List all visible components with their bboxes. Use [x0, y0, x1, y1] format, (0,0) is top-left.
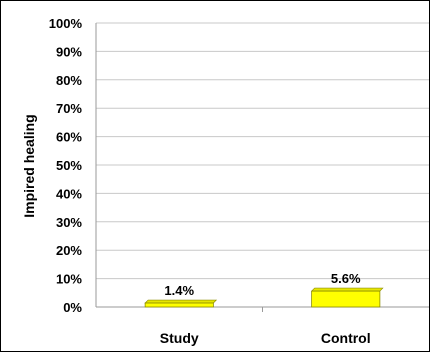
y-tick-label: 10% [56, 272, 82, 287]
y-tick-label: 30% [56, 215, 82, 230]
bar-top-face [144, 299, 218, 304]
y-tick-label: 90% [56, 44, 82, 59]
y-tick-label: 70% [56, 101, 82, 116]
data-label: 1.4% [164, 283, 194, 298]
x-tick-label: Control [321, 330, 371, 346]
y-tick-label: 80% [56, 73, 82, 88]
gridlines [95, 22, 429, 312]
y-tick-label: 40% [56, 186, 82, 201]
y-tick-label: 100% [49, 16, 83, 31]
y-tick-label: 50% [56, 158, 82, 173]
y-tick-label: 20% [56, 243, 82, 258]
x-axis-tick-labels: Study Control [160, 330, 371, 346]
bar-control [311, 290, 381, 308]
bar-top-face [310, 287, 384, 292]
bars [144, 287, 384, 308]
y-axis-label: Impired healing [21, 114, 37, 217]
data-label: 5.6% [331, 271, 361, 286]
bar-study [144, 302, 214, 308]
y-tick-label: 60% [56, 130, 82, 145]
data-labels: 1.4% 5.6% [164, 271, 361, 298]
y-tick-label: 0% [63, 300, 82, 315]
y-axis-tick-labels: 0% 10% 20% 30% 40% 50% 60% 70% 80% 90% 100% [49, 16, 83, 315]
x-tick-label: Study [160, 330, 199, 346]
